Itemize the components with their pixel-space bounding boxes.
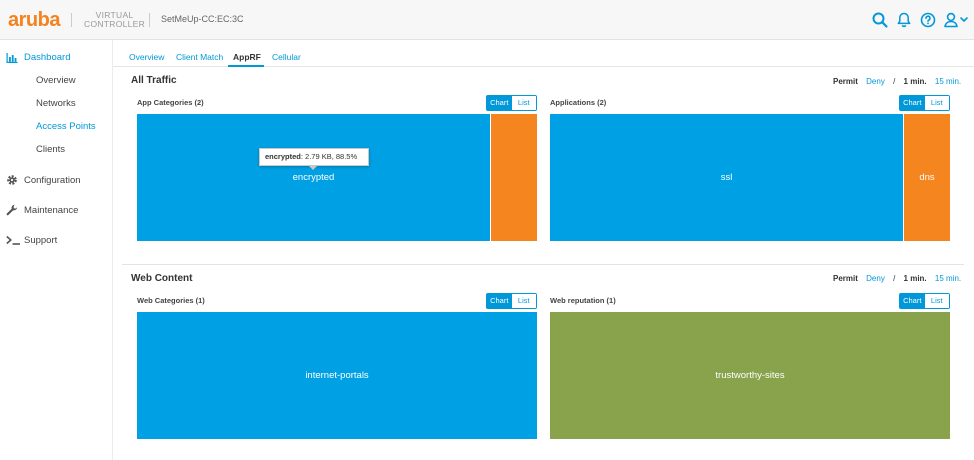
top-bar: aruba VIRTUAL CONTROLLER SetMeUp-CC:EC:3… xyxy=(0,0,974,40)
all-traffic-filter: Permit Deny / 1 min. 15 min. xyxy=(833,77,961,86)
filter-separator: / xyxy=(893,274,896,283)
tab-apprf[interactable]: AppRF xyxy=(233,52,261,62)
tab-client-match[interactable]: Client Match xyxy=(176,52,224,62)
treemap-block-encrypted[interactable]: encrypted xyxy=(137,114,490,241)
treemap-block-ssl[interactable]: ssl xyxy=(550,114,903,241)
sidebar-item-dashboard[interactable]: Dashboard xyxy=(24,52,71,63)
treemap-block-internet-portals[interactable]: internet-portals xyxy=(137,312,537,439)
treemap-label: trustworthy-sites xyxy=(715,370,785,381)
help-icon[interactable] xyxy=(919,11,937,29)
web-categories-title: Web Categories (1) xyxy=(137,296,205,305)
app-categories-view-toggle: Chart List xyxy=(486,95,537,111)
web-reputation-view-toggle: Chart List xyxy=(899,293,950,309)
sidebar-item-clients[interactable]: Clients xyxy=(36,144,66,155)
device-name: SetMeUp-CC:EC:3C xyxy=(161,14,244,24)
chart-button[interactable]: Chart xyxy=(487,96,512,110)
gear-icon xyxy=(7,175,17,185)
sidebar-item-access-points[interactable]: Access Points xyxy=(36,121,96,132)
header-divider xyxy=(71,13,72,27)
chart-button[interactable]: Chart xyxy=(900,294,925,308)
tab-bar: Overview Client Match AppRF Cellular xyxy=(113,40,974,67)
deny-filter[interactable]: Deny xyxy=(866,77,885,86)
sidebar-item-overview[interactable]: Overview xyxy=(36,75,76,86)
fifteen-min-filter[interactable]: 15 min. xyxy=(934,77,962,86)
list-button[interactable]: List xyxy=(511,96,536,110)
product-line-1: VIRTUAL xyxy=(95,10,134,20)
product-name: VIRTUAL CONTROLLER xyxy=(84,11,145,29)
permit-filter[interactable]: Permit xyxy=(833,274,858,283)
active-tab-indicator xyxy=(228,65,264,67)
treemap-block-dns[interactable]: dns xyxy=(904,114,950,241)
bell-icon[interactable] xyxy=(895,11,913,29)
user-icon[interactable] xyxy=(943,11,969,29)
treemap-label: ssl xyxy=(720,172,733,183)
treemap-block-trustworthy-sites[interactable]: trustworthy-sites xyxy=(550,312,950,439)
dashboard-icon xyxy=(6,53,18,63)
web-content-filter: Permit Deny / 1 min. 15 min. xyxy=(833,274,961,283)
treemap-block-other[interactable] xyxy=(491,114,537,241)
chart-button[interactable]: Chart xyxy=(487,294,512,308)
product-line-2: CONTROLLER xyxy=(84,19,146,29)
sidebar: Dashboard Overview Networks Access Point… xyxy=(0,40,113,460)
web-content-title: Web Content xyxy=(131,273,193,284)
fifteen-min-filter[interactable]: 15 min. xyxy=(934,274,962,283)
aruba-logo[interactable]: aruba xyxy=(8,9,60,31)
treemap-label: encrypted xyxy=(292,172,335,183)
permit-filter[interactable]: Permit xyxy=(833,77,858,86)
applications-title: Applications (2) xyxy=(550,98,607,107)
tooltip-name: encrypted xyxy=(265,152,301,161)
header-divider xyxy=(149,13,150,27)
treemap-label: dns xyxy=(919,172,935,183)
list-button[interactable]: List xyxy=(924,294,949,308)
list-button[interactable]: List xyxy=(511,294,536,308)
tooltip-value: : 2.79 KB, 88.5% xyxy=(300,152,358,161)
search-icon[interactable] xyxy=(871,11,889,29)
web-categories-view-toggle: Chart List xyxy=(486,293,537,309)
applications-view-toggle: Chart List xyxy=(899,95,950,111)
sidebar-item-networks[interactable]: Networks xyxy=(36,98,76,109)
tooltip-arrow xyxy=(308,165,318,170)
list-button[interactable]: List xyxy=(924,96,949,110)
sidebar-item-support[interactable]: Support xyxy=(24,235,58,246)
treemap-label: internet-portals xyxy=(305,370,369,381)
web-reputation-title: Web reputation (1) xyxy=(550,296,616,305)
wrench-icon xyxy=(6,204,18,216)
all-traffic-title: All Traffic xyxy=(131,75,177,86)
tab-cellular[interactable]: Cellular xyxy=(272,52,301,62)
tab-overview[interactable]: Overview xyxy=(129,52,165,62)
terminal-icon xyxy=(6,235,20,245)
one-min-filter[interactable]: 1 min. xyxy=(903,77,927,86)
sidebar-item-configuration[interactable]: Configuration xyxy=(24,175,81,186)
chart-button[interactable]: Chart xyxy=(900,96,925,110)
filter-separator: / xyxy=(893,77,896,86)
app-categories-title: App Categories (2) xyxy=(137,98,204,107)
section-divider xyxy=(122,264,964,265)
treemap-tooltip: encrypted: 2.79 KB, 88.5% xyxy=(259,148,369,166)
one-min-filter[interactable]: 1 min. xyxy=(903,274,927,283)
sidebar-item-maintenance[interactable]: Maintenance xyxy=(24,205,79,216)
deny-filter[interactable]: Deny xyxy=(866,274,885,283)
